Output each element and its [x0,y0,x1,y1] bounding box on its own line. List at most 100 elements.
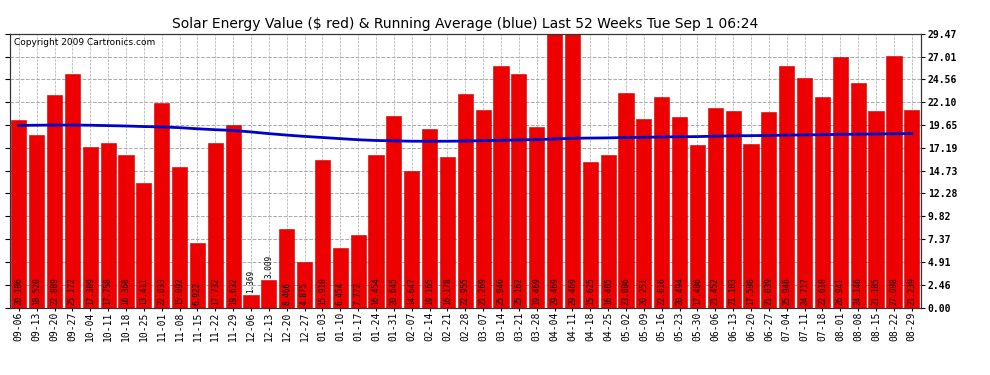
Bar [11,120,27,308]
Text: 17.732: 17.732 [211,277,220,305]
Text: 23.086: 23.086 [622,277,631,305]
Text: 15.625: 15.625 [586,277,595,305]
Text: 26.941: 26.941 [836,277,844,305]
Text: 4.875: 4.875 [300,282,309,305]
Text: 20.186: 20.186 [14,277,24,305]
Text: 13.411: 13.411 [140,277,148,305]
Bar [422,129,438,308]
Bar [529,127,545,308]
Text: 14.647: 14.647 [407,277,416,305]
Bar [386,116,402,308]
Text: 16.405: 16.405 [604,277,613,305]
Bar [708,108,723,307]
Text: 25.162: 25.162 [515,277,524,305]
Bar [583,162,598,308]
Text: 21.185: 21.185 [871,277,880,305]
Text: 16.178: 16.178 [443,277,452,305]
Text: 21.039: 21.039 [764,277,773,305]
Bar [404,171,420,308]
Bar [726,111,741,308]
Bar [619,93,634,308]
Bar [868,111,884,308]
Text: 17.598: 17.598 [746,277,755,305]
Text: 19.469: 19.469 [533,277,542,305]
Text: 15.910: 15.910 [318,277,327,305]
Bar [779,66,794,308]
Bar [440,157,455,308]
Text: 7.772: 7.772 [353,282,362,305]
Bar [690,145,705,308]
Bar [511,74,527,308]
Bar [226,125,241,308]
Bar [850,83,866,308]
Text: 15.092: 15.092 [175,277,184,305]
Text: 29.469: 29.469 [568,277,577,305]
Text: Copyright 2009 Cartronics.com: Copyright 2009 Cartronics.com [15,38,155,47]
Bar [601,155,616,308]
Text: 22.955: 22.955 [460,277,470,305]
Bar [315,160,330,308]
Text: 21.239: 21.239 [907,277,917,305]
Text: 16.368: 16.368 [122,277,131,305]
Text: 27.098: 27.098 [889,277,898,305]
Text: 22.889: 22.889 [50,277,59,305]
Bar [333,248,347,308]
Bar [637,119,651,308]
Bar [208,143,223,308]
Bar [137,183,151,308]
Bar [101,142,116,308]
Bar [29,135,45,308]
Bar [190,243,205,308]
Text: 22.033: 22.033 [157,277,166,305]
Text: 24.717: 24.717 [800,277,809,305]
Text: 29.469: 29.469 [550,277,559,305]
Bar [547,34,562,308]
Bar [904,110,920,308]
Bar [244,295,258,307]
Bar [83,147,98,308]
Text: 20.494: 20.494 [675,277,684,305]
Bar [886,56,902,308]
Text: 25.172: 25.172 [68,277,77,305]
Text: 18.520: 18.520 [33,277,42,305]
Bar [368,154,383,308]
Bar [457,94,473,308]
Title: Solar Energy Value ($ red) & Running Average (blue) Last 52 Weeks Tue Sep 1 06:2: Solar Energy Value ($ red) & Running Ave… [172,17,758,31]
Text: 22.610: 22.610 [818,277,827,305]
Text: 17.309: 17.309 [86,277,95,305]
Bar [815,98,830,308]
Bar [797,78,812,308]
Bar [154,103,169,308]
Text: 6.454: 6.454 [336,282,345,305]
Text: 21.269: 21.269 [478,277,488,305]
Bar [475,110,491,308]
Bar [654,98,669,308]
Text: 8.466: 8.466 [282,282,291,305]
Text: 24.146: 24.146 [853,277,862,305]
Text: 25.946: 25.946 [782,277,791,305]
Text: 6.922: 6.922 [193,282,202,305]
Text: 16.454: 16.454 [371,277,380,305]
Text: 25.946: 25.946 [497,277,506,305]
Bar [172,167,187,308]
Bar [261,279,276,308]
Bar [47,95,62,308]
Text: 20.251: 20.251 [640,277,648,305]
Bar [297,262,312,308]
Bar [833,57,847,308]
Bar [672,117,687,308]
Text: 22.616: 22.616 [657,277,666,305]
Text: 19.632: 19.632 [229,277,238,305]
Bar [493,66,509,308]
Bar [279,229,294,308]
Bar [761,112,776,308]
Text: 17.486: 17.486 [693,277,702,305]
Bar [64,74,80,308]
Text: 20.645: 20.645 [389,277,398,305]
Bar [565,34,580,308]
Text: 3.009: 3.009 [264,255,273,278]
Bar [350,235,365,308]
Text: 1.369: 1.369 [247,270,255,293]
Text: 21.452: 21.452 [711,277,720,305]
Bar [119,156,134,308]
